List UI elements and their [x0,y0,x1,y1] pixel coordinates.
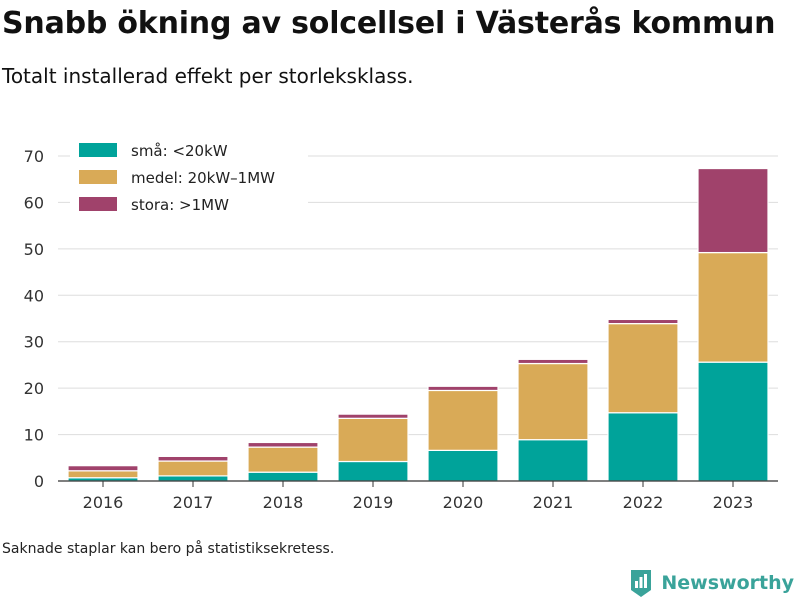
chart-title: Snabb ökning av solcellsel i Västerås ko… [2,6,776,41]
x-tick-label: 2022 [623,493,664,512]
legend-label: medel: 20kW–1MW [131,169,275,187]
x-tick-label: 2021 [533,493,574,512]
newsworthy-logo-icon [631,570,652,597]
bar-2022-series-0 [607,412,679,482]
bar-2020-series-1 [427,389,499,451]
x-tick-label: 2019 [353,493,394,512]
y-tick-label: 40 [24,286,44,305]
bar-2022-series-2 [607,318,679,325]
bar-2017-series-0 [157,475,229,482]
y-tick-label: 50 [24,240,44,259]
bar-2018-series-2 [247,441,319,448]
x-axis: 2016 2017 2018 2019 2020 2021 2022 2023 [58,480,778,512]
bar-2021-series-0 [517,439,589,482]
bar-2020-series-2 [427,385,499,392]
bar-2021-series-1 [517,362,589,441]
footnote: Saknade staplar kan bero på statistiksek… [2,541,335,557]
legend-swatch [79,170,117,184]
bar-2019-series-0 [337,460,409,482]
bar-2017-series-2 [157,455,229,462]
brand-name: Newsworthy [661,572,794,594]
bar-2018-series-0 [247,471,319,482]
y-axis: 0 10 20 30 40 50 60 70 [24,147,44,491]
bar-2017-series-1 [157,460,229,477]
legend-swatch [79,143,117,157]
legend: små: <20kW medel: 20kW–1MW stora: >1MW [70,134,308,218]
bar-2022-series-1 [607,323,679,414]
bar-2021-series-2 [517,358,589,365]
bars [67,167,769,482]
brand-logo: Newsworthy [629,568,794,598]
x-tick-label: 2018 [263,493,304,512]
bar-2019-series-2 [337,413,409,419]
y-tick-label: 70 [24,147,44,166]
bar-2016-series-1 [67,470,139,479]
legend-label: små: <20kW [131,142,228,160]
legend-label: stora: >1MW [131,196,229,214]
x-tick-label: 2016 [83,493,124,512]
bar-2023-series-0 [697,361,769,482]
bar-2019-series-1 [337,417,409,463]
bar-2023-series-2 [697,167,769,254]
x-tick-label: 2017 [173,493,214,512]
bar-2016-series-2 [67,465,139,472]
bar-2020-series-0 [427,449,499,482]
y-tick-label: 10 [24,426,44,445]
y-tick-label: 20 [24,379,44,398]
bar-2018-series-1 [247,446,319,473]
y-tick-label: 0 [34,472,44,491]
x-tick-label: 2023 [713,493,754,512]
chart-subtitle: Totalt installerad effekt per storlekskl… [2,64,414,88]
y-tick-label: 60 [24,193,44,212]
x-tick-label: 2020 [443,493,484,512]
bar-2023-series-1 [697,251,769,363]
legend-swatch [79,197,117,211]
y-tick-label: 30 [24,333,44,352]
